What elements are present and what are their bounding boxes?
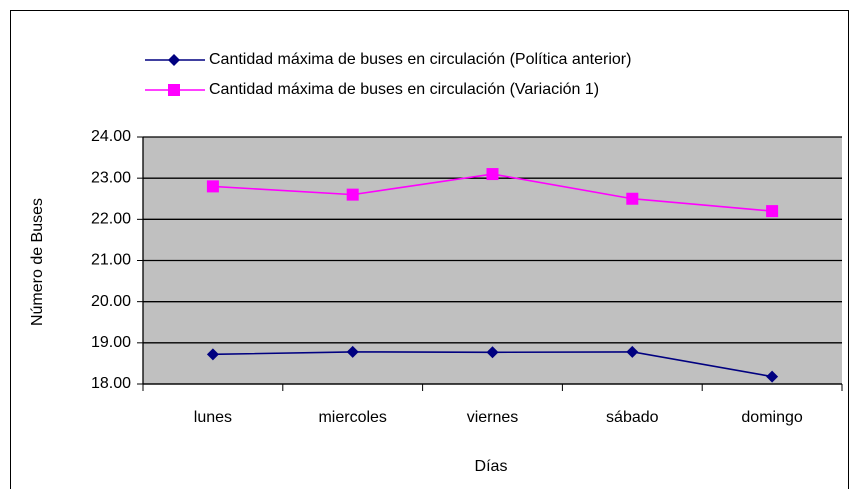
y-tick-label: 20.00: [91, 293, 131, 310]
x-tick-label: viernes: [467, 409, 519, 426]
marker: [486, 346, 499, 359]
x-axis-title: Días: [475, 458, 508, 475]
legend-label: Cantidad máxima de buses en circulación …: [209, 81, 599, 98]
marker: [766, 370, 779, 383]
y-tick-label: 19.00: [91, 334, 131, 351]
marker: [766, 205, 779, 218]
legend-marker: [168, 84, 180, 96]
marker: [626, 192, 639, 205]
marker: [346, 345, 359, 358]
y-tick-label: 21.00: [91, 252, 131, 269]
legend-marker: [168, 54, 180, 66]
marker: [346, 188, 359, 201]
marker: [206, 180, 219, 193]
y-tick-label: 22.00: [91, 211, 131, 228]
y-tick-label: 18.00: [91, 375, 131, 392]
marker: [626, 345, 639, 358]
marker: [206, 348, 219, 361]
x-tick-label: domingo: [741, 409, 802, 426]
marker: [486, 168, 499, 181]
x-tick-label: lunes: [194, 409, 232, 426]
y-axis-title: Número de Buses: [29, 198, 46, 326]
y-tick-label: 24.00: [91, 128, 131, 145]
y-tick-label: 23.00: [91, 169, 131, 186]
legend-label: Cantidad máxima de buses en circulación …: [209, 51, 631, 68]
x-tick-label: miercoles: [318, 409, 386, 426]
x-tick-label: sábado: [606, 409, 659, 426]
